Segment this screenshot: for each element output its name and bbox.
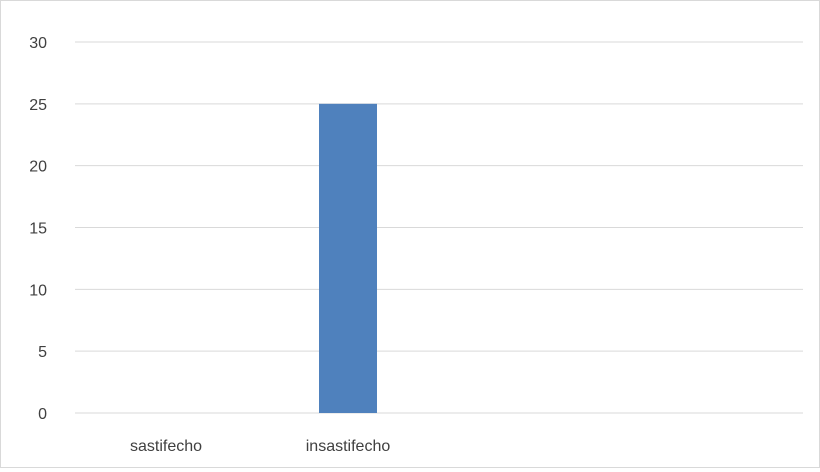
x-tick-label: insastifecho bbox=[306, 438, 391, 455]
x-axis-tick-labels: sastifecho insastifecho bbox=[130, 438, 390, 455]
y-tick-label: 15 bbox=[29, 221, 47, 238]
y-tick-label: 0 bbox=[38, 406, 47, 423]
x-tick-label: sastifecho bbox=[130, 438, 202, 455]
bar-insastifecho bbox=[319, 103, 377, 413]
bars bbox=[319, 103, 377, 413]
y-tick-label: 10 bbox=[29, 282, 47, 299]
gridlines bbox=[75, 41, 803, 414]
y-tick-label: 20 bbox=[29, 159, 47, 176]
y-tick-label: 30 bbox=[29, 35, 47, 52]
y-tick-label: 5 bbox=[38, 344, 47, 361]
y-tick-label: 25 bbox=[29, 97, 47, 114]
y-axis-tick-labels: 0 5 10 15 20 25 30 bbox=[29, 35, 47, 423]
